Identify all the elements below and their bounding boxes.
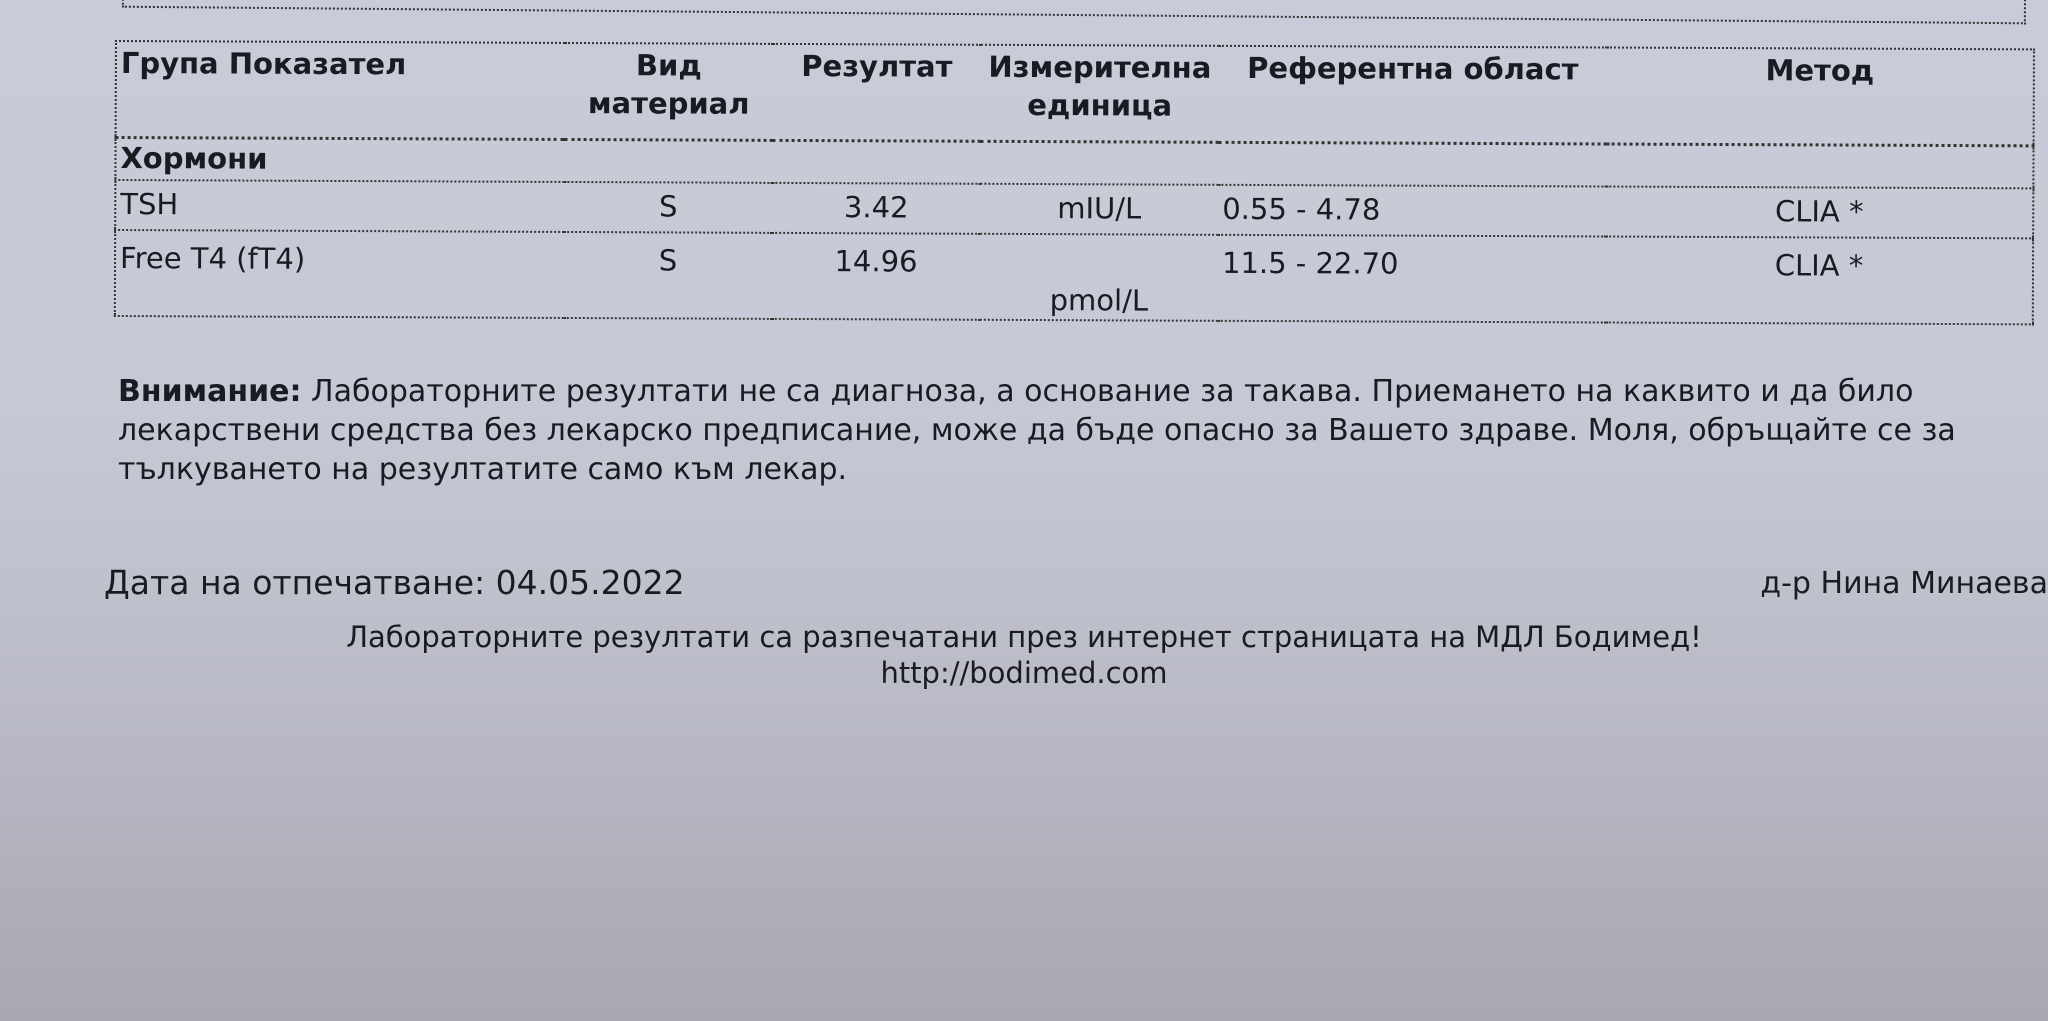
header-result: Резултат bbox=[772, 43, 981, 142]
table-row: TSH S 3.42 mIU/L 0.55 - 4.78 CLIA * bbox=[115, 180, 2034, 239]
header-method: Метод bbox=[1606, 47, 2034, 146]
material: S bbox=[563, 231, 773, 319]
footer-text: Лабораторните резултати са разпечатани п… bbox=[346, 620, 1702, 654]
unit: pmol/L bbox=[979, 233, 1219, 321]
footer-url[interactable]: http://bodimed.com bbox=[880, 656, 1168, 690]
table-header-row: Група Показател Вид материал Резултат Из… bbox=[115, 41, 2034, 146]
print-date: Дата на отпечатване: 04.05.2022 bbox=[104, 563, 685, 602]
previous-table-edge bbox=[121, 0, 2027, 25]
test-name: Free T4 (fT4) bbox=[114, 230, 565, 318]
header-group: Група Показател bbox=[115, 41, 565, 140]
reference-range: 0.55 - 4.78 bbox=[1218, 184, 1607, 237]
notice-label: Внимание: bbox=[118, 374, 302, 409]
reference-range: 11.5 - 22.70 bbox=[1217, 234, 1607, 323]
unit: mIU/L bbox=[980, 183, 1219, 235]
results-table: Група Показател Вид материал Резултат Из… bbox=[113, 40, 2035, 326]
table-row: Free T4 (fT4) S 14.96 pmol/L 11.5 - 22.7… bbox=[114, 230, 2034, 325]
header-range: Референтна област bbox=[1218, 45, 1607, 145]
notice-text: Лабораторните резултати не са диагноза, … bbox=[118, 374, 1956, 487]
material: S bbox=[564, 181, 773, 233]
method: CLIA * bbox=[1606, 186, 2034, 239]
header-material: Вид материал bbox=[564, 42, 773, 141]
method: CLIA * bbox=[1605, 236, 2034, 325]
result: 14.96 bbox=[771, 232, 981, 320]
result: 3.42 bbox=[772, 182, 981, 234]
test-name: TSH bbox=[115, 180, 565, 232]
doctor-name: д-р Нина Минаева bbox=[1760, 566, 2048, 601]
header-unit: Измерителна единица bbox=[980, 44, 1219, 143]
notice: Внимание: Лабораторните резултати не са … bbox=[118, 372, 1998, 489]
